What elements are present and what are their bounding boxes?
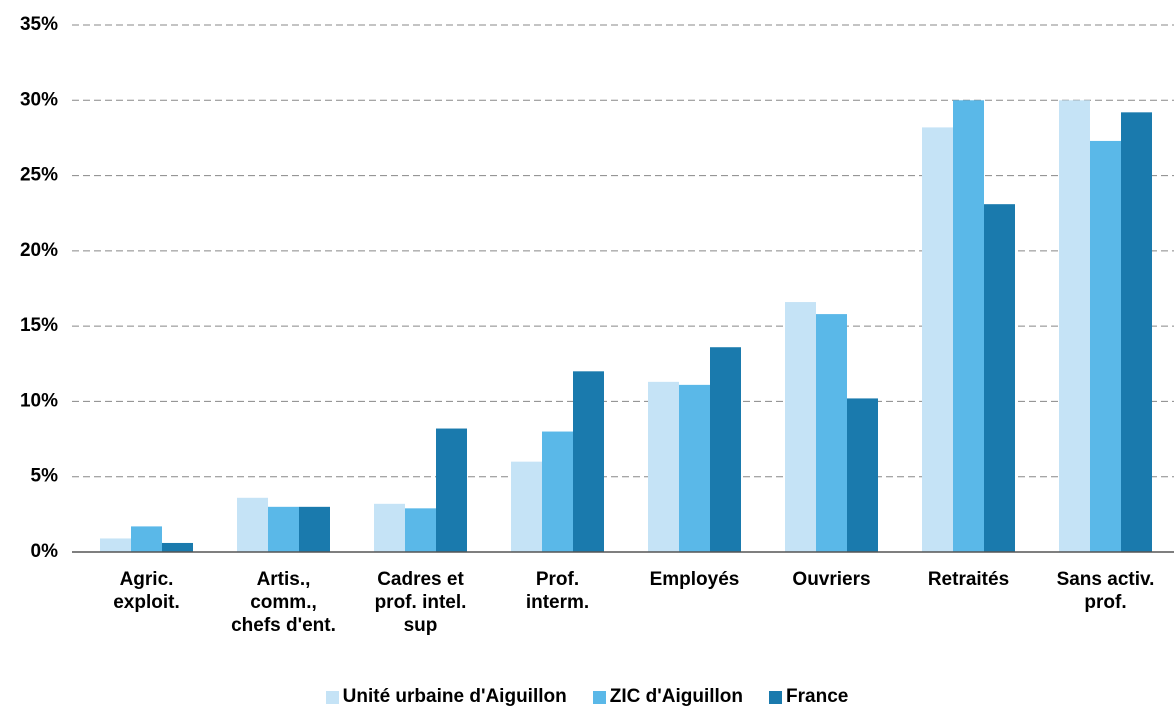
y-tick-label: 5% (31, 466, 59, 487)
y-tick-label: 15% (20, 315, 58, 336)
x-tick-label: Prof. interm. (525, 569, 590, 613)
bar (1121, 112, 1152, 553)
bar (847, 398, 878, 552)
x-tick-label: Sans activ. prof. (1056, 569, 1155, 613)
x-tick-label: Cadres et prof. intel. sup (374, 569, 467, 636)
bar (542, 431, 573, 552)
bar (922, 127, 953, 552)
bar (374, 503, 405, 552)
bar (405, 508, 436, 552)
legend-item: France (769, 686, 848, 708)
legend-label: Unité urbaine d'Aiguillon (342, 686, 567, 707)
bar (131, 526, 162, 552)
bar (268, 506, 299, 552)
legend-swatch (769, 690, 783, 704)
x-tick-label: Ouvriers (792, 569, 871, 590)
legend-item: Unité urbaine d'Aiguillon (325, 686, 567, 708)
bar (100, 538, 131, 552)
y-tick-label: 35% (20, 14, 58, 35)
legend-item: ZIC d'Aiguillon (592, 686, 744, 708)
bar (436, 428, 467, 552)
x-tick-label: Retraités (927, 569, 1010, 590)
bar (710, 347, 741, 552)
legend-label: France (786, 686, 849, 707)
bar (984, 204, 1015, 552)
x-tick-label: Artis., comm., chefs d'ent. (231, 569, 336, 636)
x-tick-label: Employés (649, 569, 740, 590)
x-tick-label: Agric. exploit. (113, 569, 180, 613)
bar (1090, 140, 1121, 552)
bar (1059, 100, 1090, 553)
bar (648, 381, 679, 552)
bar (573, 371, 604, 552)
legend: Unité urbaine d'Aiguillon ZIC d'Aiguillon… (0, 686, 1174, 708)
y-tick-label: 30% (20, 89, 58, 110)
legend-swatch (592, 690, 606, 704)
bar (953, 100, 984, 553)
bar (816, 314, 847, 552)
bar (785, 302, 816, 552)
y-tick-label: 25% (20, 165, 58, 186)
bar (162, 542, 193, 552)
y-tick-label: 10% (20, 390, 58, 411)
legend-swatch (325, 690, 339, 704)
legend-label: ZIC d'Aiguillon (609, 686, 744, 707)
bar (237, 497, 268, 552)
y-tick-label: 20% (20, 240, 58, 261)
bar (679, 384, 710, 552)
bar (299, 506, 330, 552)
y-tick-label: 0% (31, 541, 59, 562)
bar (511, 461, 542, 552)
